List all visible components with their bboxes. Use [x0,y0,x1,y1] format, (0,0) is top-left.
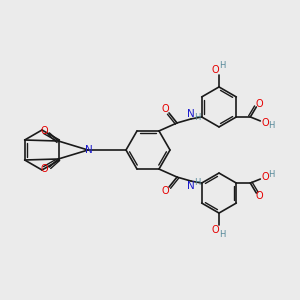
Text: O: O [161,104,169,114]
Text: H: H [219,61,225,70]
Text: O: O [161,186,169,196]
Text: H: H [268,169,274,178]
Text: O: O [211,225,219,235]
Text: H: H [219,230,225,238]
Text: O: O [256,99,263,109]
Text: N: N [187,181,195,191]
Text: O: O [262,118,269,128]
Text: H: H [268,122,274,130]
Text: O: O [256,191,263,201]
Text: H: H [194,113,200,122]
Text: O: O [211,65,219,75]
Text: O: O [40,164,48,174]
Text: O: O [40,126,48,136]
Text: N: N [85,145,93,155]
Text: N: N [187,109,195,119]
Text: H: H [194,178,200,187]
Text: O: O [262,172,269,182]
